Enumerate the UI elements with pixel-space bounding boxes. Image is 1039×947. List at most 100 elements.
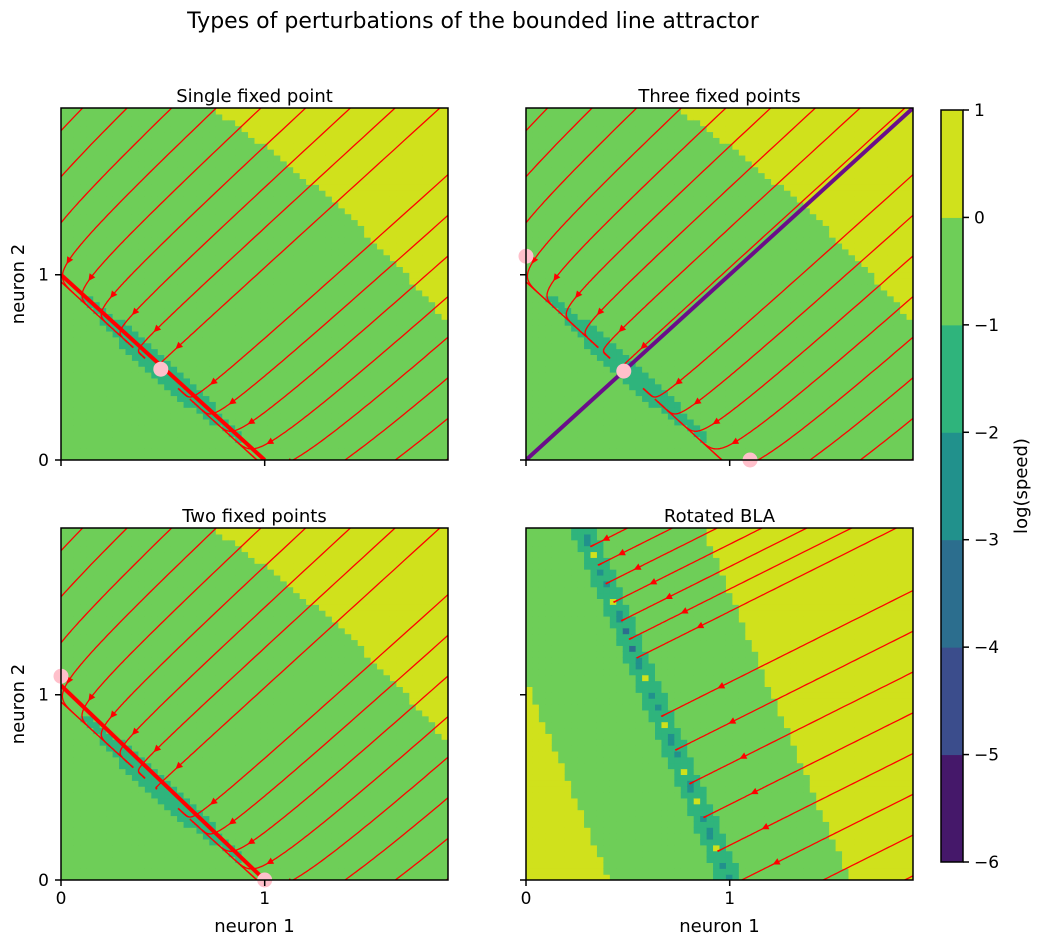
field-cell <box>241 149 249 156</box>
field-cell <box>545 401 553 408</box>
field-cell <box>273 284 281 291</box>
field-cell <box>351 201 359 209</box>
field-cell <box>635 360 643 367</box>
field-cell <box>170 248 178 256</box>
field-cell <box>319 372 327 379</box>
field-cell <box>655 190 663 197</box>
field-cell <box>209 131 217 138</box>
field-cell <box>435 207 443 215</box>
field-cell <box>267 448 275 455</box>
field-cell <box>642 354 650 361</box>
field-cell <box>267 307 275 314</box>
field-cell <box>428 131 436 138</box>
field-cell <box>648 143 656 150</box>
field-cell <box>402 160 410 168</box>
field-cell <box>648 149 656 156</box>
field-cell <box>661 207 669 215</box>
field-cell <box>648 401 656 408</box>
field-cell <box>177 395 185 402</box>
field-cell <box>435 137 443 144</box>
field-cell <box>415 201 423 209</box>
field-cell <box>609 348 617 355</box>
field-cell <box>61 383 69 391</box>
field-cell <box>215 354 223 361</box>
field-cell <box>596 178 604 185</box>
field-cell <box>409 307 417 314</box>
field-cell <box>170 413 178 420</box>
field-cell <box>396 125 404 133</box>
field-cell <box>344 119 352 127</box>
field-cell <box>364 325 372 332</box>
field-cell <box>228 113 236 121</box>
field-cell <box>170 225 178 232</box>
field-cell <box>422 184 430 191</box>
field-cell <box>331 366 339 373</box>
field-cell <box>571 196 579 203</box>
field-cell <box>344 430 352 438</box>
field-cell <box>441 325 448 332</box>
field-cell <box>596 330 604 338</box>
field-cell <box>228 284 236 291</box>
field-cell <box>351 219 359 226</box>
field-cell <box>609 196 617 203</box>
field-cell <box>344 295 352 303</box>
field-cell <box>228 289 236 297</box>
field-cell <box>661 248 669 256</box>
field-cell <box>280 266 288 273</box>
field-cell <box>138 113 146 121</box>
field-cell <box>164 377 172 385</box>
field-cell <box>661 413 669 420</box>
field-cell <box>545 407 553 414</box>
field-cell <box>131 219 139 226</box>
field-cell <box>112 219 120 226</box>
field-cell <box>215 213 223 221</box>
field-cell <box>170 213 178 221</box>
field-cell <box>609 119 617 127</box>
field-cell <box>622 143 630 150</box>
field-cell <box>202 196 210 203</box>
field-cell <box>319 366 327 373</box>
field-cell <box>409 366 417 373</box>
field-cell <box>648 372 656 379</box>
field-cell <box>402 178 410 185</box>
field-cell <box>67 301 75 309</box>
field-cell <box>545 207 553 215</box>
field-cell <box>190 325 198 332</box>
field-cell <box>112 108 120 115</box>
field-cell <box>131 389 139 397</box>
field-cell <box>383 143 391 150</box>
field-cell <box>428 336 436 344</box>
field-cell <box>402 190 410 197</box>
field-cell <box>545 266 553 273</box>
field-cell <box>396 413 404 420</box>
field-cell <box>331 295 339 303</box>
field-cell <box>293 336 301 344</box>
field-cell <box>577 448 585 455</box>
field-cell <box>590 383 598 391</box>
field-cell <box>357 413 365 420</box>
field-cell <box>584 418 592 426</box>
field-cell <box>61 301 69 309</box>
field-cell <box>177 260 185 267</box>
field-cell <box>402 348 410 355</box>
field-cell <box>183 178 191 185</box>
field-cell <box>209 266 217 273</box>
field-cell <box>584 407 592 414</box>
field-cell <box>609 389 617 397</box>
field-cell <box>402 196 410 203</box>
field-cell <box>532 242 540 250</box>
field-cell <box>112 295 120 303</box>
field-cell <box>254 113 262 121</box>
field-cell <box>286 407 294 414</box>
field-cell <box>422 360 430 367</box>
field-cell <box>635 448 643 455</box>
field-cell <box>319 319 327 326</box>
field-cell <box>389 184 397 191</box>
field-cell <box>112 113 120 121</box>
field-cell <box>377 172 385 179</box>
field-cell <box>357 319 365 326</box>
field-cell <box>415 436 423 443</box>
field-cell <box>157 260 165 267</box>
field-cell <box>138 448 146 455</box>
field-cell <box>312 424 320 432</box>
